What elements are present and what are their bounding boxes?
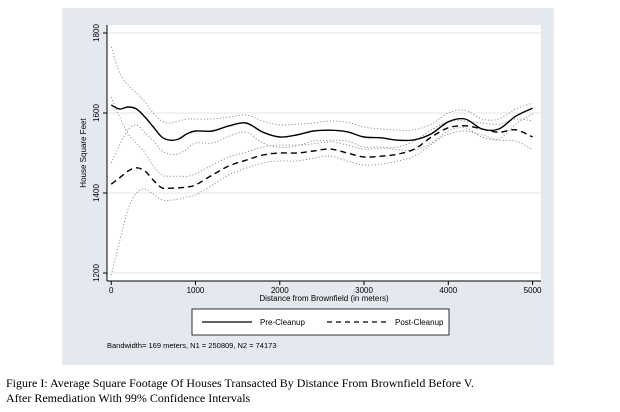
bandwidth-note: Bandwidth= 169 meters, N1 = 250809, N2 =… — [107, 341, 277, 350]
series-layer — [110, 46, 533, 276]
legend-label-post-cleanup: Post-Cleanup — [395, 318, 444, 327]
y-tick-label: 1600 — [92, 104, 101, 122]
caption-line-1: Figure I: Average Square Footage Of Hous… — [6, 376, 474, 390]
x-tick-label: 5000 — [524, 286, 542, 295]
x-tick-label: 1000 — [187, 286, 205, 295]
caption-line-2: After Remediation With 99% Confidence In… — [6, 391, 251, 405]
series-line-post-cleanup-lower-ci — [110, 130, 533, 276]
legend: Pre-Cleanup Post-Cleanup — [191, 308, 450, 336]
x-tick-label: 4000 — [439, 286, 457, 295]
y-tick-label: 1800 — [92, 24, 101, 42]
x-tick-label: 2000 — [271, 286, 289, 295]
ticks: 1200 1400 1600 1800 0 1000 2000 3000 4000 5000 — [92, 24, 542, 295]
x-tick-label: 3000 — [355, 286, 373, 295]
y-tick-label: 1400 — [92, 184, 101, 202]
y-axis-label: House Square Feet — [79, 118, 88, 188]
grid-lines — [107, 32, 541, 274]
figure-caption: Figure I: Average Square Footage Of Hous… — [6, 376, 616, 406]
series-line-pre-cleanup-upper-ci — [110, 46, 533, 131]
series-line-post-cleanup — [110, 125, 533, 190]
series-line-pre-cleanup — [110, 104, 533, 142]
plot-area — [107, 25, 541, 281]
x-axis-label: Distance from Brownfield (in meters) — [259, 294, 389, 303]
axes — [106, 25, 541, 282]
x-tick-label: 0 — [109, 286, 114, 295]
legend-label-pre-cleanup: Pre-Cleanup — [260, 318, 305, 327]
figure-panel: 1200 1400 1600 1800 0 1000 2000 3000 4000 5000 Ho… — [62, 8, 554, 365]
series-line-pre-cleanup-lower-ci — [110, 113, 533, 164]
y-tick-label: 1200 — [92, 264, 101, 282]
chart: 1200 1400 1600 1800 0 1000 2000 3000 4000 5000 Ho… — [79, 24, 542, 350]
